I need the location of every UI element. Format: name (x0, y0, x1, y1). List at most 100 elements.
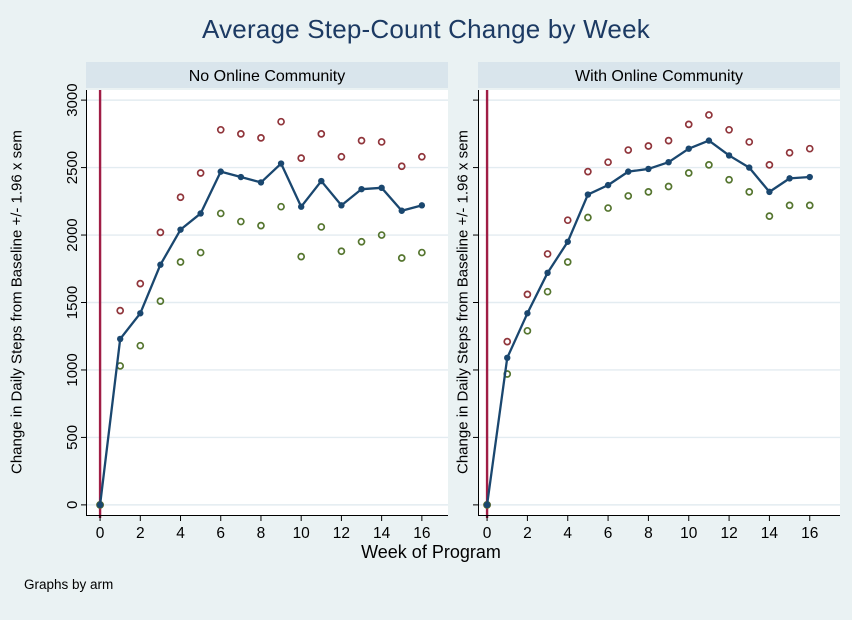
upper-marker (317, 129, 326, 138)
mean-marker (217, 168, 224, 175)
x-tick-label: 14 (761, 525, 779, 540)
mean-marker (766, 188, 773, 196)
y-axis-label-left: Change in Daily Steps from Baseline +/- … (8, 130, 26, 474)
y-tick-label: 2000 (64, 218, 81, 251)
lower-marker (745, 188, 754, 196)
mean-marker (237, 173, 245, 181)
lower-marker (357, 237, 366, 246)
upper-marker (503, 337, 512, 346)
mean-marker (604, 181, 612, 189)
y-gridlines (479, 99, 840, 506)
lower-marker (237, 217, 245, 226)
lower-marker (543, 287, 552, 296)
mean-marker (418, 202, 426, 209)
lower-marker (377, 231, 386, 239)
x-tick-label: 16 (413, 525, 430, 540)
lower-marker (604, 204, 612, 212)
mean-marker (806, 173, 813, 181)
lower-marker (624, 192, 633, 200)
mean-marker (137, 310, 144, 317)
lower-marker (705, 161, 713, 169)
x-tick-label: 2 (523, 525, 532, 540)
upper-marker (584, 167, 592, 176)
mean-marker (318, 177, 325, 185)
x-tick-label: 12 (333, 525, 350, 540)
y-tick-label: 1500 (64, 286, 81, 319)
x-tick-label: 10 (680, 525, 698, 540)
mean-marker (564, 238, 571, 245)
panel-header-title: With Online Community (575, 68, 743, 85)
mean-marker (544, 269, 551, 277)
upper-marker (563, 216, 572, 225)
upper-marker (664, 136, 673, 145)
mean-marker (157, 261, 164, 268)
mean-marker (483, 501, 491, 509)
upper-marker (216, 125, 225, 134)
upper-marker (725, 125, 733, 134)
upper-marker (523, 290, 532, 299)
mean-marker (297, 203, 305, 210)
upper-marker (116, 306, 125, 315)
y-tick-label: 2500 (64, 151, 81, 184)
mean-marker (257, 179, 265, 186)
y-axis-ticks: 0 500 1000 1500 2000 2500 3000 (64, 83, 86, 509)
upper-marker (377, 138, 386, 146)
upper-marker (297, 154, 306, 162)
x-tick-label: 0 (96, 525, 105, 540)
mean-marker (96, 501, 104, 509)
lower-marker (805, 201, 814, 210)
mean-series (96, 160, 426, 509)
upper-bound-markers (483, 111, 814, 509)
lower-marker (156, 297, 165, 306)
lower-marker (644, 188, 653, 196)
upper-marker (705, 111, 713, 119)
mean-marker (177, 226, 184, 233)
lower-marker (257, 221, 265, 230)
mean-marker (358, 185, 365, 193)
upper-marker (136, 279, 145, 288)
upper-marker (684, 120, 693, 129)
x-tick-label: 6 (604, 525, 613, 540)
y-axis-ticks (473, 99, 478, 506)
lower-marker (196, 248, 205, 257)
x-axis-ticks: 0 2 4 6 8 10 12 14 16 (483, 516, 818, 540)
mean-marker (116, 335, 124, 343)
lower-marker (337, 247, 346, 256)
mean-series (483, 137, 813, 509)
mean-marker (786, 175, 793, 182)
lower-marker (725, 175, 733, 184)
y-tick-label: 1000 (64, 353, 81, 386)
upper-marker (604, 158, 612, 167)
upper-marker (337, 152, 346, 161)
mean-marker (398, 207, 405, 214)
mean-marker (524, 310, 531, 317)
x-tick-label: 8 (257, 525, 266, 540)
panel-plot-with-online-community: With Online Community 0 2 4 6 8 10 12 14 16 (473, 62, 840, 540)
upper-marker (277, 117, 285, 126)
upper-marker (785, 148, 794, 157)
x-tick-label: 6 (216, 525, 225, 540)
panel-plot-no-online-community: No Online Community 0 500 1000 1500 2000 2500 3… (64, 62, 448, 540)
panel-header-title: No Online Community (189, 68, 346, 85)
lower-marker (523, 326, 532, 335)
mean-marker (338, 202, 345, 209)
mean-marker (197, 210, 204, 217)
mean-marker (725, 152, 733, 159)
x-axis-label: Week of Program (361, 542, 501, 562)
x-tick-label: 16 (801, 525, 818, 540)
upper-marker (765, 161, 774, 169)
upper-marker (624, 146, 633, 154)
lower-marker (176, 258, 185, 266)
lower-marker (765, 212, 774, 221)
mean-marker (685, 145, 692, 152)
lower-marker (418, 248, 426, 257)
mean-marker (277, 160, 285, 167)
x-tick-label: 12 (720, 525, 737, 540)
x-axis-ticks: 0 2 4 6 8 10 12 14 16 (96, 516, 430, 540)
upper-marker (357, 136, 366, 145)
mean-marker (665, 158, 672, 166)
upper-marker (745, 138, 754, 146)
x-tick-label: 4 (563, 525, 572, 540)
x-tick-label: 10 (293, 525, 311, 540)
